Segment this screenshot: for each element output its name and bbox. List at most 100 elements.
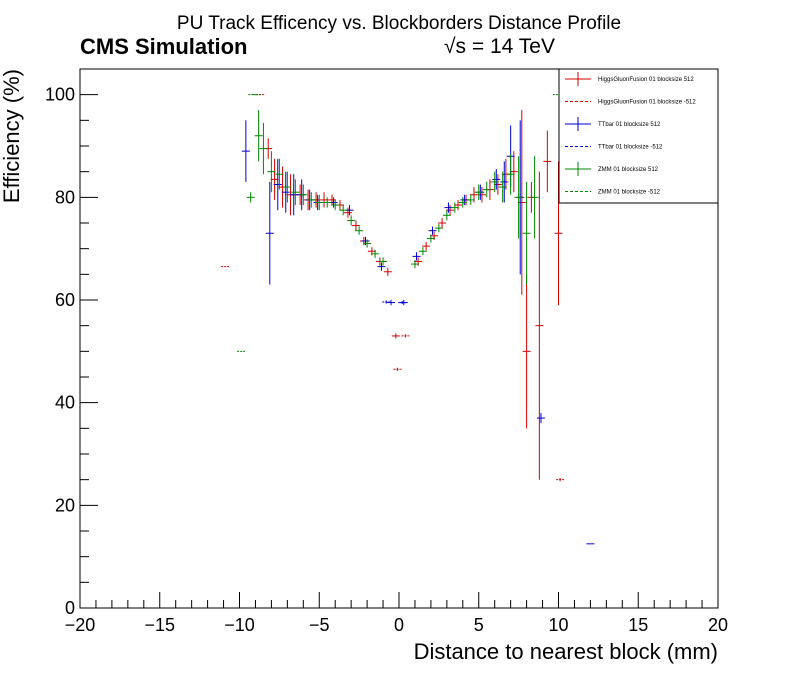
y-tick-label: 60	[55, 290, 75, 310]
data-point	[273, 158, 282, 211]
data-point	[454, 199, 463, 211]
data-point	[398, 301, 407, 305]
y-axis-title: Efficiency (%)	[0, 69, 24, 203]
series-1	[264, 110, 563, 480]
y-tick-label: 0	[65, 598, 75, 618]
data-point	[393, 367, 402, 371]
x-tick-label: 5	[474, 615, 484, 635]
data-point	[328, 194, 336, 206]
data-point	[522, 181, 531, 285]
data-point	[363, 239, 372, 248]
data-point	[466, 194, 475, 206]
energy-label: √s = 14 TeV	[444, 35, 555, 58]
data-point	[530, 156, 539, 239]
data-point	[275, 158, 284, 190]
data-point	[259, 122, 268, 175]
data-point	[418, 247, 427, 256]
x-axis-title: Distance to nearest block (mm)	[414, 639, 718, 664]
data-point	[379, 257, 388, 266]
data-point	[399, 300, 408, 306]
data-point	[438, 217, 447, 229]
data-point	[517, 110, 526, 295]
legend-symbol	[565, 162, 591, 176]
data-point	[500, 161, 509, 203]
series-6	[237, 94, 561, 352]
data-point	[450, 202, 459, 213]
data-point	[428, 226, 437, 235]
legend-symbol	[565, 117, 591, 131]
legend-entry: TTbar 01 blocksize -512	[565, 145, 663, 151]
data-point	[434, 224, 443, 233]
x-tick-label: −10	[224, 615, 255, 635]
legend: HiggsGluonFusion 01 blocksize 512 HiggsGl…	[558, 68, 719, 204]
data-point	[281, 171, 290, 213]
axes: −20 −15 −10 −5 0 5 10 15 20 0 20 40 60 80 100	[45, 68, 728, 635]
x-tick-label: −20	[65, 615, 96, 635]
legend-label: HiggsGluonFusion 01 blocksize -512	[598, 100, 696, 106]
data-point	[307, 192, 316, 208]
data-point	[493, 174, 502, 195]
data-point	[490, 171, 499, 193]
x-tick-label: 0	[394, 615, 404, 635]
data-point	[556, 478, 565, 482]
legend-entry: HiggsGluonFusion 01 blocksize 512	[565, 72, 694, 86]
x-tick-label: −5	[309, 615, 330, 635]
data-point	[458, 197, 467, 208]
y-tick-label: 80	[55, 187, 75, 207]
data-point	[410, 259, 419, 269]
data-point	[371, 249, 380, 258]
data-point	[351, 220, 360, 231]
data-point	[492, 169, 501, 190]
cms-label: CMS Simulation	[80, 34, 247, 59]
data-point	[355, 226, 364, 235]
data-point	[422, 241, 431, 251]
legend-entry: HiggsGluonFusion 01 blocksize -512	[565, 100, 696, 106]
legend-entry: ZMM 01 blocksize 512	[565, 162, 659, 176]
data-point	[267, 151, 276, 193]
series-4	[382, 300, 407, 305]
legend-label: ZMM 01 blocksize -512	[598, 190, 661, 196]
data-point	[270, 158, 279, 200]
data-point	[446, 205, 455, 216]
data-point	[391, 333, 400, 339]
data-point	[315, 194, 324, 211]
data-point	[343, 207, 352, 218]
data-point	[241, 120, 250, 182]
legend-box	[558, 68, 719, 204]
data-point	[482, 181, 491, 198]
data-point	[254, 110, 263, 162]
data-point	[387, 300, 396, 306]
legend-label: TTbar 01 blocksize -512	[598, 145, 663, 151]
legend-label: ZMM 01 blocksize 512	[598, 167, 659, 173]
y-tick-label: 40	[55, 393, 75, 413]
data-point	[339, 205, 348, 216]
data-point	[506, 153, 515, 195]
x-tick-label: −15	[144, 615, 175, 635]
data-point	[323, 197, 332, 208]
series-2	[221, 94, 565, 482]
data-point	[283, 171, 292, 203]
data-point	[291, 179, 300, 206]
legend-entry: ZMM 01 blocksize -512	[565, 190, 661, 196]
data-point	[498, 171, 507, 203]
series-5	[246, 110, 539, 285]
data-point	[347, 215, 356, 226]
chart-title: PU Track Efficency vs. Blockborders Dist…	[177, 13, 621, 34]
y-tick-label: 20	[55, 495, 75, 515]
data-point	[522, 274, 531, 429]
data-point	[514, 156, 523, 239]
data-point	[426, 234, 435, 243]
data-point	[535, 171, 544, 480]
x-tick-label: 10	[548, 615, 568, 635]
data-point	[383, 267, 392, 276]
data-point	[474, 184, 483, 200]
data-point	[320, 192, 329, 208]
x-tick-label: 20	[708, 615, 728, 635]
data-point	[265, 181, 274, 285]
legend-label: HiggsGluonFusion 01 blocksize 512	[598, 77, 694, 83]
data-point	[299, 184, 308, 206]
data-point	[331, 199, 340, 211]
y-tick-label: 100	[45, 85, 75, 105]
legend-label: TTbar 01 blocksize 512	[598, 122, 661, 128]
legend-entry: TTbar 01 blocksize 512	[565, 117, 661, 131]
